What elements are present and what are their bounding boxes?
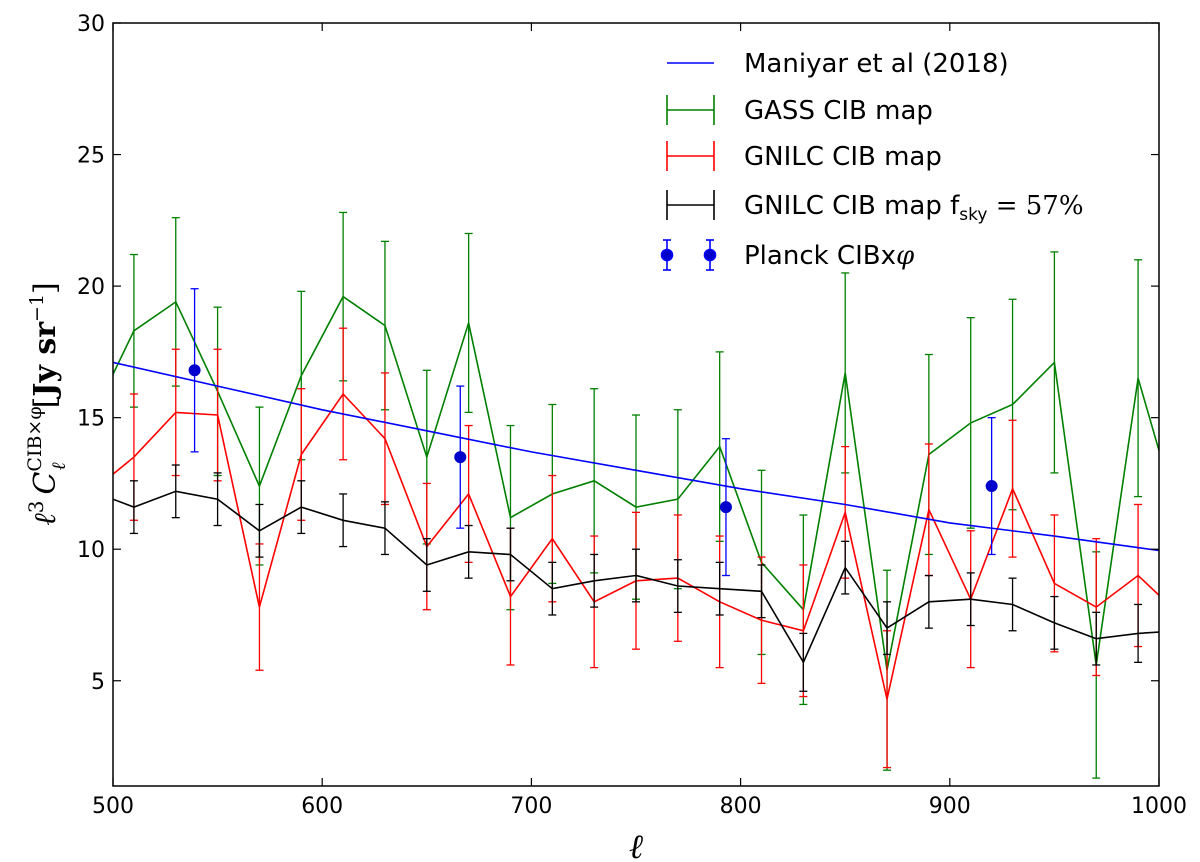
legend-entry-gnilc-fsky: GNILC CIB map fsky = 57%	[666, 190, 1084, 225]
y-label-units: Jy sr	[28, 321, 63, 400]
series-line-maniyar-et-al-2018	[113, 361, 1159, 552]
legend-label-gass: GASS CIB map	[744, 96, 933, 126]
errorbar-gass-cib-map-670	[464, 232, 473, 414]
errorbar-gnilc-cib-map-1010	[1176, 544, 1184, 686]
errorbar-gass-cib-map-1010	[1176, 405, 1184, 642]
errorbar-gnilc-cib-map-f-sky-57-770	[673, 559, 682, 614]
series-layer	[88, 211, 1184, 779]
y-tick-label-15: 15	[77, 407, 105, 432]
errorbar-gnilc-cib-map-f-sky-57-750	[632, 548, 640, 603]
errorbar-gnilc-cib-map-f-sky-57-850	[841, 540, 850, 595]
axes-layer: 500 600 700 800 900 1000 5 10 15 20 25 30	[77, 12, 1187, 819]
errorbar-gnilc-cib-map-f-sky-57-550	[213, 472, 222, 527]
errorbar-gnilc-cib-map-f-sky-57-1010	[1176, 602, 1184, 660]
series-gass-cib-map	[113, 211, 1184, 779]
y-axis-label: ℓ3CCIB×φ ℓ[Jy sr−1]	[24, 282, 70, 526]
errorbar-gnilc-cib-map-f-sky-57-670	[464, 524, 473, 579]
y-label-c-sub: ℓ	[48, 462, 70, 470]
y-tick-label-20: 20	[77, 275, 105, 300]
data-point-planck-cibx-793	[719, 501, 732, 514]
errorbar-gnilc-cib-map-f-sky-57-510	[129, 480, 138, 535]
errorbar-gass-cib-map-950	[1050, 251, 1059, 474]
x-tick-label-700: 700	[510, 794, 552, 819]
errorbar-gnilc-cib-map-f-sky-57-490	[88, 465, 96, 518]
series-maniyar-et-al-2018	[113, 361, 1159, 552]
errorbar-gnilc-cib-map-f-sky-57-710	[548, 561, 557, 616]
legend-entry-gass: GASS CIB map	[666, 95, 933, 126]
y-label-c-sup: CIB×φ	[24, 406, 46, 471]
x-tick-label-600: 600	[301, 794, 343, 819]
errorbar-gnilc-cib-map-f-sky-57-930	[1008, 577, 1017, 632]
errorbar-gnilc-cib-map-f-sky-57-590	[297, 480, 306, 535]
errorbar-gnilc-cib-map-f-sky-57-950	[1050, 595, 1059, 650]
legend-swatch-planck	[660, 239, 717, 271]
errorbar-gnilc-cib-map-f-sky-57-650	[422, 538, 431, 592]
errorbar-gnilc-cib-map-f-sky-57-610	[339, 493, 348, 548]
y-label-ell-power: 3	[24, 501, 48, 514]
y-label-c: C	[28, 472, 63, 495]
series-planck-cibx	[188, 288, 998, 577]
errorbar-gass-cib-map-990	[1134, 259, 1143, 498]
y-label-units-open: [	[28, 397, 63, 409]
errorbar-gnilc-cib-map-f-sky-57-790	[715, 561, 724, 616]
errorbar-gnilc-cib-map-f-sky-57-830	[799, 632, 808, 692]
errorbar-gass-cib-map-910	[966, 317, 975, 529]
y-label-units-close: ]	[28, 282, 63, 294]
plot-background	[113, 23, 1159, 786]
errorbar-gnilc-cib-map-f-sky-57-970	[1092, 611, 1101, 666]
legend-entry-gnilc: GNILC CIB map	[666, 141, 942, 172]
errorbar-gnilc-cib-map-f-sky-57-870	[883, 601, 892, 656]
y-label-units-power: −1	[26, 294, 48, 322]
legend-label-gnilc: GNILC CIB map	[744, 142, 942, 172]
legend-swatch-gnilc-fsky	[666, 190, 715, 220]
errorbar-gnilc-cib-map-f-sky-57-910	[966, 572, 975, 627]
x-axis-label: ℓ	[629, 827, 643, 862]
y-label-ell: ℓ	[28, 513, 63, 526]
legend-label-maniyar: Maniyar et al (2018)	[744, 49, 1009, 79]
legend-entry-maniyar: Maniyar et al (2018)	[667, 49, 1009, 79]
plot-frame	[112, 22, 1160, 787]
errorbar-gnilc-cib-map-f-sky-57-530	[171, 464, 180, 519]
legend: Maniyar et al (2018) GASS CIB map GNILC …	[660, 49, 1084, 271]
legend-swatch-gass	[666, 95, 715, 125]
data-point-planck-cibx-920	[985, 480, 998, 493]
legend-label-gnilc-fsky: GNILC CIB map fsky = 57%	[744, 191, 1084, 225]
errorbar-gnilc-cib-map-f-sky-57-630	[380, 501, 389, 556]
legend-entry-planck: Planck CIBxφ	[660, 239, 915, 271]
errorbar-gnilc-cib-map-610	[339, 327, 348, 461]
legend-swatch-gnilc	[666, 141, 715, 171]
data-point-planck-cibx-539	[188, 364, 201, 377]
errorbar-gnilc-cib-map-f-sky-57-730	[590, 553, 599, 608]
errorbar-gnilc-cib-map-f-sky-57-690	[506, 527, 515, 582]
errorbar-gnilc-cib-map-f-sky-57-570	[255, 503, 264, 558]
errorbar-gnilc-cib-map-f-sky-57-810	[757, 564, 766, 619]
errorbar-gnilc-cib-map-930	[1008, 419, 1017, 558]
errorbar-gnilc-cib-map-f-sky-57-990	[1134, 603, 1143, 663]
x-tick-label-500: 500	[92, 794, 134, 819]
data-point-planck-cibx-666	[454, 451, 467, 464]
y-tick-label-30: 30	[77, 12, 105, 37]
errorbar-gnilc-cib-map-490	[88, 431, 96, 552]
series-gnilc-cib-map-f-sky-57	[88, 464, 1184, 692]
x-tick-label-1000: 1000	[1131, 794, 1187, 819]
y-tick-label-5: 5	[91, 670, 105, 695]
svg-text:ℓ3CCIB×φℓ[Jy sr−1]: ℓ3CCIB×φ ℓ[Jy sr−1]	[24, 282, 70, 526]
y-tick-label-25: 25	[77, 144, 105, 169]
x-tick-label-900: 900	[929, 794, 971, 819]
errorbar-gnilc-cib-map-f-sky-57-890	[924, 574, 933, 629]
x-tick-label-800: 800	[720, 794, 762, 819]
y-tick-label-10: 10	[77, 538, 105, 563]
legend-label-planck: Planck CIBxφ	[744, 241, 915, 271]
